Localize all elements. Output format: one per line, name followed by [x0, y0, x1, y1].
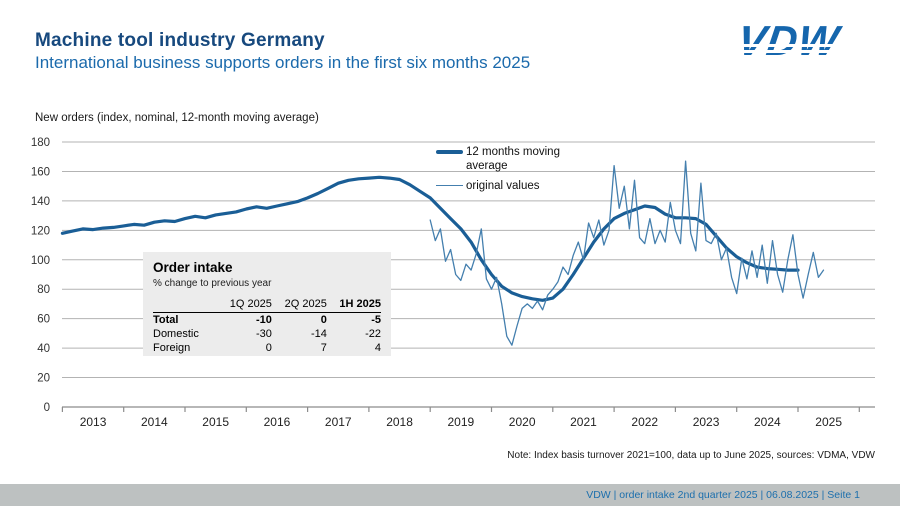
svg-text:2023: 2023 — [693, 415, 720, 429]
page-title: Machine tool industry Germany — [35, 30, 325, 51]
svg-text:2018: 2018 — [386, 415, 413, 429]
legend-item-moving-average: 12 months moving average — [436, 145, 578, 174]
chart-legend: 12 months moving average original values — [436, 145, 578, 198]
table-row-foreign: Foreign 0 7 4 — [153, 341, 381, 355]
svg-text:40: 40 — [37, 343, 50, 355]
svg-text:2019: 2019 — [447, 415, 474, 429]
footer-bar: VDW | order intake 2nd quarter 2025 | 06… — [0, 484, 900, 506]
table-row-total: Total -10 0 -5 — [153, 313, 381, 328]
svg-text:2022: 2022 — [631, 415, 658, 429]
row-label: Domestic — [153, 328, 199, 340]
row-label: Foreign — [153, 342, 191, 354]
vdw-logo: VDW — [734, 17, 872, 64]
svg-text:2020: 2020 — [509, 415, 536, 429]
table-title: Order intake — [153, 260, 233, 275]
table-subtitle: % change to previous year — [153, 278, 272, 289]
legend-label: original values — [466, 179, 540, 192]
cell: 7 — [320, 342, 327, 354]
source-note: Note: Index basis turnover 2021=100, dat… — [507, 450, 875, 461]
svg-text:120: 120 — [31, 225, 50, 237]
svg-text:2013: 2013 — [80, 415, 107, 429]
row-label: Total — [153, 314, 179, 326]
svg-text:180: 180 — [31, 137, 50, 149]
svg-text:80: 80 — [37, 284, 50, 296]
legend-item-original-values: original values — [436, 179, 578, 193]
svg-text:2014: 2014 — [141, 415, 168, 429]
cell: 4 — [374, 342, 381, 354]
svg-text:2017: 2017 — [325, 415, 352, 429]
svg-text:2025: 2025 — [815, 415, 842, 429]
logo-stripe — [734, 50, 872, 53]
page-subtitle: International business supports orders i… — [35, 53, 531, 72]
svg-text:160: 160 — [31, 166, 50, 178]
cell: 0 — [265, 342, 272, 354]
cell: -14 — [310, 328, 327, 340]
footer-text: VDW | order intake 2nd quarter 2025 | 06… — [586, 489, 860, 501]
thin-line-swatch — [436, 184, 463, 187]
table-row-domestic: Domestic -30 -14 -22 — [153, 327, 381, 341]
logo-stripe — [734, 44, 872, 47]
col-header-2q2025: 2Q 2025 — [271, 297, 327, 313]
legend-label: 12 months moving average — [466, 146, 560, 173]
svg-text:20: 20 — [37, 373, 50, 385]
cell: -22 — [365, 328, 381, 340]
cell: 0 — [320, 314, 327, 326]
svg-text:2016: 2016 — [264, 415, 291, 429]
col-header-1h2025: 1H 2025 — [326, 297, 381, 313]
svg-text:100: 100 — [31, 255, 50, 267]
table-header-row: 1Q 2025 2Q 2025 1H 2025 — [153, 297, 381, 313]
chart-axis-caption: New orders (index, nominal, 12-month mov… — [35, 112, 319, 124]
svg-text:60: 60 — [37, 314, 50, 326]
cell: -30 — [256, 328, 272, 340]
svg-text:140: 140 — [31, 196, 50, 208]
thick-line-swatch — [436, 150, 463, 154]
col-header — [153, 297, 217, 313]
order-intake-table: Order intake % change to previous year 1… — [143, 252, 391, 356]
svg-text:0: 0 — [44, 402, 50, 414]
svg-text:2024: 2024 — [754, 415, 781, 429]
svg-text:2015: 2015 — [202, 415, 229, 429]
order-intake-values: 1Q 2025 2Q 2025 1H 2025 Total -10 0 -5 D… — [153, 297, 381, 355]
col-header-1q2025: 1Q 2025 — [217, 297, 272, 313]
cell: -10 — [256, 314, 272, 326]
logo-stripe — [734, 56, 872, 59]
svg-text:2021: 2021 — [570, 415, 597, 429]
cell: -5 — [371, 314, 381, 326]
